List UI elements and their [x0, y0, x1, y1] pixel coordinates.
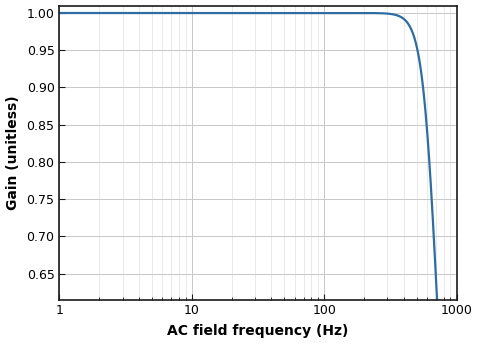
X-axis label: AC field frequency (Hz): AC field frequency (Hz) — [167, 324, 348, 338]
Y-axis label: Gain (unitless): Gain (unitless) — [6, 95, 20, 210]
